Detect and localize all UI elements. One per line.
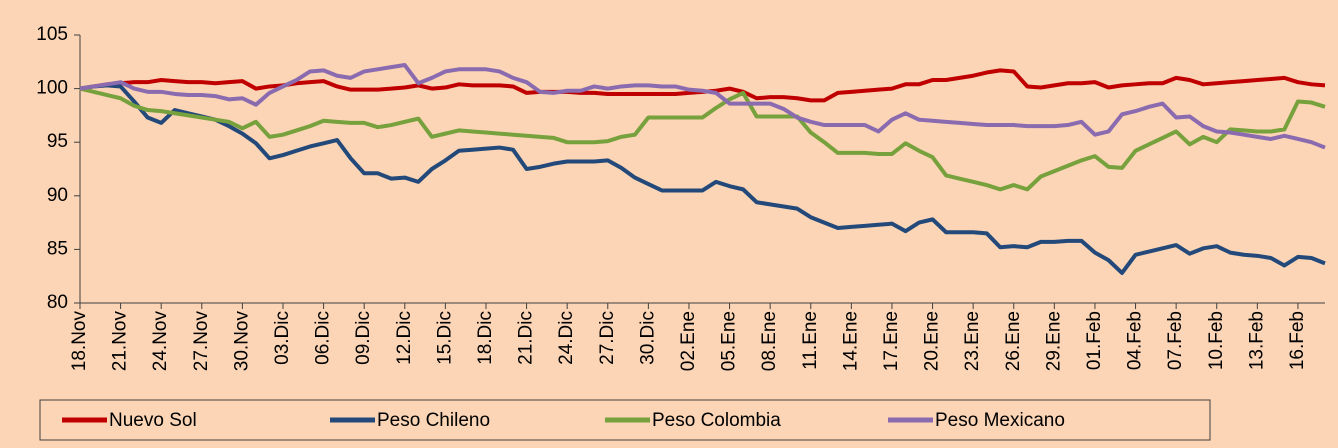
x-tick-label: 27.Dic [597,311,618,365]
legend-label: Nuevo Sol [109,410,197,431]
legend-label: Peso Mexicano [935,410,1065,431]
y-tick-label: 100 [36,78,68,99]
legend-label: Peso Chileno [377,410,490,431]
x-tick-label: 24.Dic [556,311,577,365]
x-tick-label: 01.Feb [1084,311,1105,370]
x-tick-label: 21.Nov [110,311,131,372]
legend-box [39,399,1211,441]
series-line [79,83,1326,275]
x-tick-label: 09.Dic [353,311,374,365]
series-line [79,86,1326,192]
x-tick-label: 23.Ene [962,311,983,371]
x-tick-label: 24.Nov [150,311,171,372]
legend-label: Peso Colombia [652,410,781,431]
x-tick-label: 18.Nov [69,311,90,372]
x-tick-label: 15.Dic [434,311,455,365]
x-tick-label: 21.Dic [516,311,537,365]
x-tick-label: 02.Ene [678,311,699,371]
x-tick-label: 06.Dic [313,311,334,365]
x-tick-label: 11.Ene [800,311,821,370]
x-tick-label: 07.Feb [1165,311,1186,370]
x-tick-label: 30.Nov [231,311,252,372]
x-tick-label: 12.Dic [394,311,415,365]
x-tick-label: 13.Feb [1246,311,1267,370]
y-tick-label: 80 [47,292,68,313]
x-tick-label: 26.Ene [1003,311,1024,371]
x-tick-label: 29.Ene [1043,311,1064,371]
x-tick-label: 08.Ene [759,311,780,371]
x-tick-label: 20.Ene [922,311,943,371]
y-tick-label: 85 [47,238,68,259]
x-tick-label: 03.Dic [272,311,293,365]
series-line [79,63,1326,150]
x-tick-label: 18.Dic [475,311,496,365]
x-tick-label: 10.Feb [1206,311,1227,370]
x-tick-label: 14.Ene [840,311,861,371]
y-tick-label: 90 [47,185,68,206]
x-tick-label: 30.Dic [637,311,658,365]
x-tick-label: 17.Ene [881,311,902,371]
x-tick-label: 16.Feb [1287,311,1308,370]
x-tick-label: 27.Nov [191,311,212,372]
y-tick-label: 95 [47,131,68,152]
y-tick-label: 105 [36,24,68,45]
x-tick-label: 04.Feb [1125,311,1146,370]
x-tick-label: 05.Ene [719,311,740,371]
